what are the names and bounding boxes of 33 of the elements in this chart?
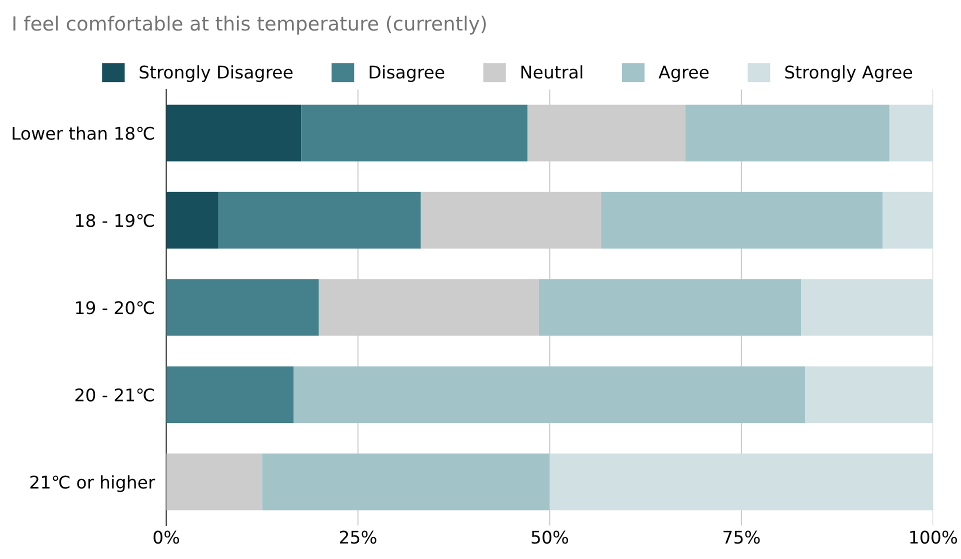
y-tick-label: 20 - 21℃ [75,388,154,402]
chart-title: I feel comfortable at this temperature (currently) [13,16,486,35]
y-tick-label: 18 - 19℃ [76,214,154,228]
y-tick-label: 21℃ or higher [30,475,156,492]
legend-label: Agree [658,66,709,82]
bar [294,366,806,423]
legend-label: Disagree [370,65,444,82]
bar [601,192,883,249]
bar [301,104,528,162]
y-tick-label: Lower than 18℃ [12,126,154,140]
x-tick-label: 0% [154,530,180,544]
x-tick-label: 50% [532,530,568,544]
bar [166,104,302,162]
bar [262,454,550,510]
bar [166,192,218,249]
bar [889,104,934,162]
bar [805,366,934,423]
bar [218,192,421,249]
bar [166,366,294,423]
y-tick-label: 19 - 20℃ [76,301,154,314]
legend-label: Strongly Agree [785,65,912,82]
bar [801,279,934,336]
legend-label: Neutral [521,65,582,79]
x-tick-label: 75% [724,530,760,544]
bar [166,279,319,336]
legend-label: Strongly Disagree [140,65,292,82]
x-tick-label: 25% [340,530,376,544]
bar [685,104,890,162]
x-tick-label: 100% [910,530,957,544]
bar [550,454,934,510]
bar [166,454,262,510]
bar [882,192,934,249]
bar [538,279,802,336]
